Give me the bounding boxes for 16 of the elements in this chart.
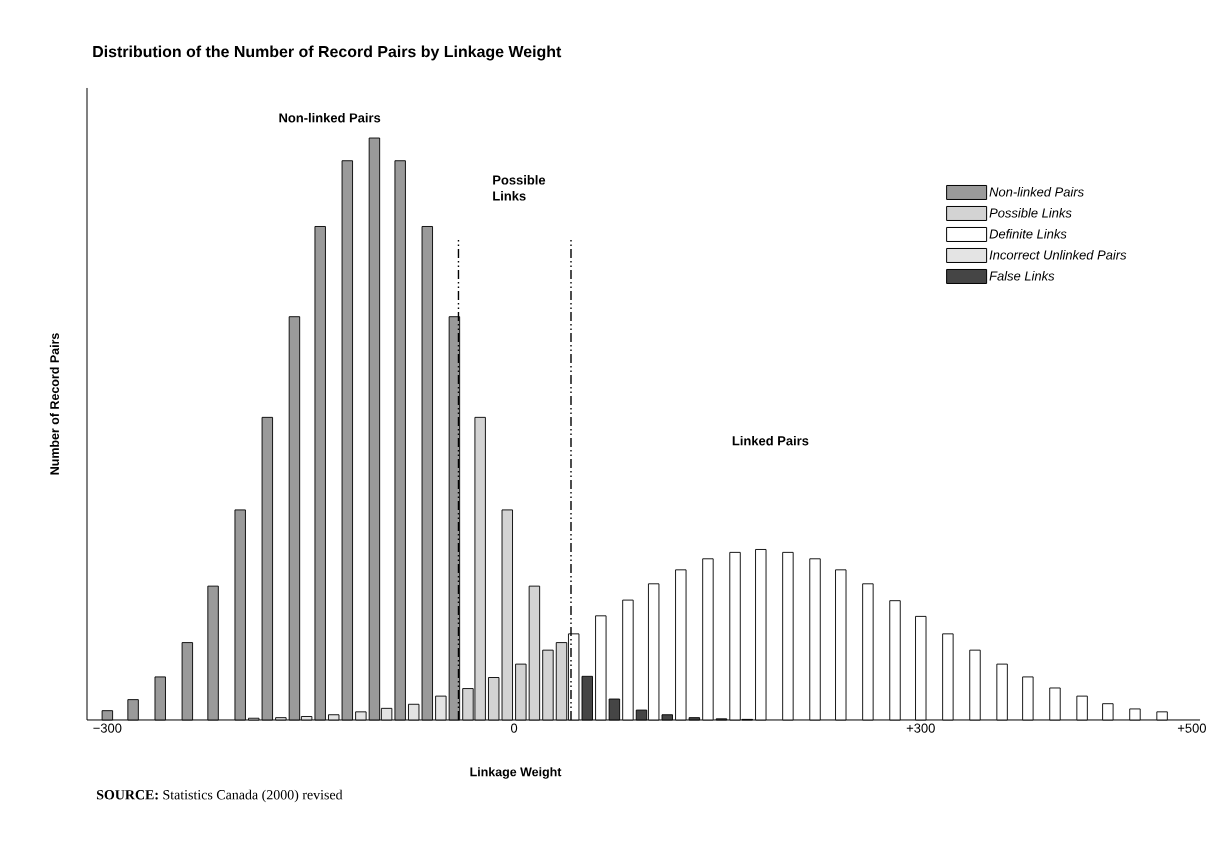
legend-label: False Links [989,271,1055,281]
legend-label: Possible Links [989,208,1072,218]
annotation: Linked Pairs [732,435,809,446]
legend-label: Incorrect Unlinked Pairs [989,250,1127,260]
y-axis-title: Number of Record Pairs [49,333,59,475]
x-tick-label: +500 [1177,723,1206,733]
x-axis-title: Linkage Weight [470,767,562,779]
x-tick-label: +300 [906,723,935,733]
x-tick-label: −300 [93,723,122,733]
legend-label: Non-linked Pairs [989,187,1084,197]
text: Non-linked Pairs [279,112,381,123]
chart-title: Distribution of the Number of Record Pairs by Linkage Weight [93,45,562,61]
text: SOURCE: Statistics Canada (2000) revised [96,789,343,803]
x-tick-label: 0 [510,723,518,733]
annotation: Possible Links [493,175,546,201]
legend-label: Definite Links [989,229,1067,239]
